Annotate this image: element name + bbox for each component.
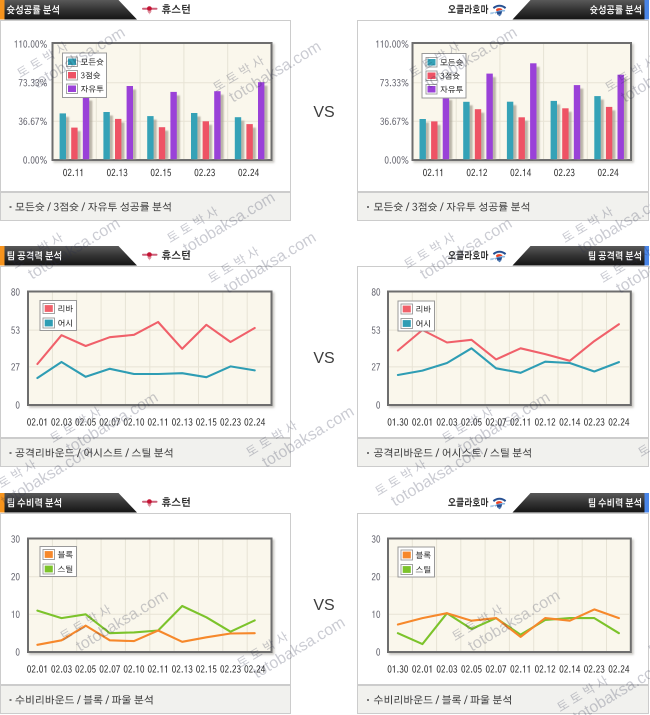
svg-text:VS: VS: [313, 350, 334, 367]
svg-text:VS: VS: [313, 597, 334, 614]
svg-text:VS: VS: [313, 104, 334, 121]
